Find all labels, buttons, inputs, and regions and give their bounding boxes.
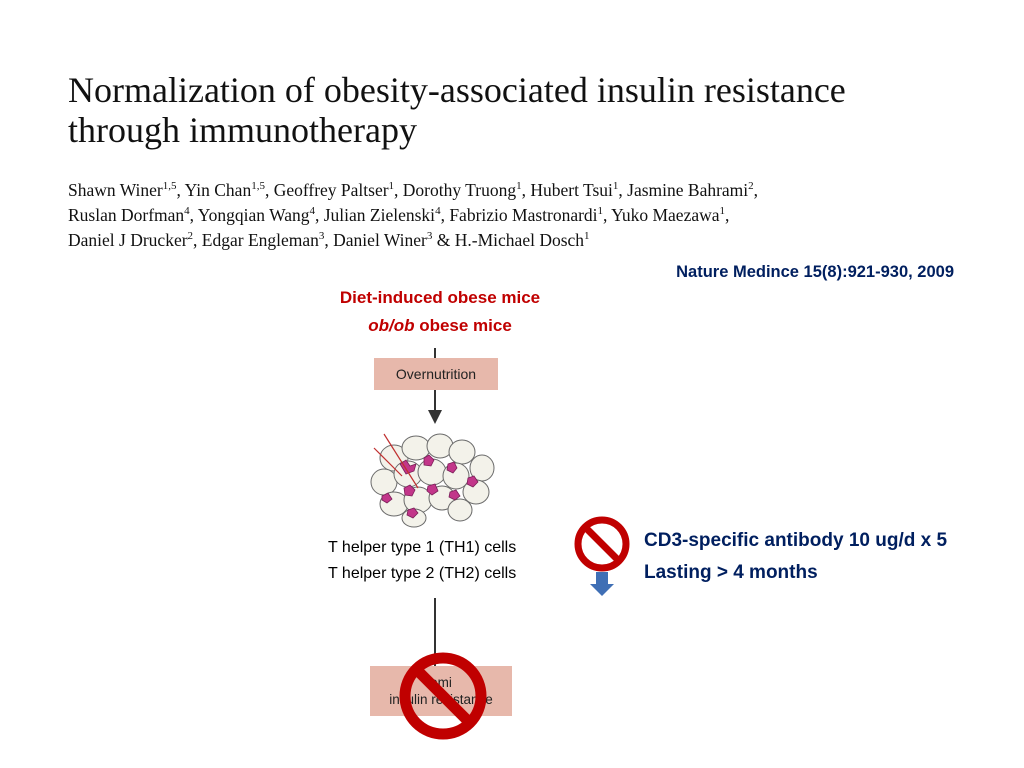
author-affiliation: 1 [719, 205, 726, 218]
paper-title: Normalization of obesity-associated insu… [68, 70, 988, 150]
author-separator: , [521, 180, 531, 200]
mouse-model-rest: obese mice [414, 316, 512, 335]
arrow-down-icon [428, 410, 442, 424]
author-separator: , [193, 230, 202, 250]
connector-middle [434, 390, 436, 412]
author-separator: , [324, 230, 334, 250]
mouse-model-italic: ob/ob [368, 316, 415, 335]
author-name: Julian Zielenski [323, 205, 436, 225]
author-separator: , [725, 205, 730, 225]
author-name: Yuko Maezawa [611, 205, 720, 225]
author-name: Yin Chan [184, 180, 252, 200]
author-separator: & [432, 230, 455, 250]
prohibition-sign-icon [399, 652, 487, 740]
author-separator: , [603, 205, 612, 225]
author-affiliation: 2 [187, 230, 194, 243]
author-name: Dorothy Truong [402, 180, 517, 200]
author-affiliation: 3 [426, 230, 433, 243]
down-arrow-icon [590, 572, 614, 596]
title-line-1: Normalization of obesity-associated insu… [68, 70, 846, 110]
mouse-model-line-1: Diet-induced obese mice [339, 288, 541, 307]
author-separator: , [176, 180, 185, 200]
connector-top [434, 348, 436, 358]
author-affiliation: 4 [309, 205, 316, 218]
author-separator: , [394, 180, 403, 200]
author-name: Daniel Winer [333, 230, 427, 250]
author-list: Shawn Winer1,5, Yin Chan1,5, Geoffrey Pa… [68, 178, 998, 253]
author-separator: , [315, 205, 324, 225]
author-name: H.-Michael Dosch [454, 230, 585, 250]
author-name: Shawn Winer [68, 180, 163, 200]
author-affiliation: 2 [748, 180, 754, 193]
author-affiliation: 1 [516, 180, 522, 193]
author-affiliation: 1,5 [162, 180, 177, 193]
author-name: Daniel J Drucker [68, 230, 188, 250]
treatment-line-2: Lasting > 4 months [644, 562, 818, 583]
treatment-line-1: CD3-specific antibody 10 ug/d x 5 [644, 530, 948, 551]
author-affiliation: 1,5 [251, 180, 265, 193]
th1-cells-label: T helper type 1 (TH1) cells [328, 539, 517, 556]
author-affiliation: 1 [388, 180, 395, 193]
author-separator: , [189, 205, 198, 225]
author-separator: , [618, 180, 628, 200]
author-separator: , [440, 205, 450, 225]
author-name: Geoffrey Paltser [273, 180, 389, 200]
author-name: Fabrizio Mastronardi [449, 205, 598, 225]
author-affiliation: 1 [597, 205, 604, 218]
connector-bottom [434, 598, 436, 666]
author-affiliation: 1 [612, 180, 619, 193]
citation: Nature Medince 15(8):921-930, 2009 [676, 263, 954, 281]
title-line-2: through immunotherapy [68, 110, 417, 150]
mouse-model-line-2: ob/ob obese mice [300, 316, 580, 336]
author-separator: , [753, 180, 759, 200]
author-affiliation: 1 [584, 230, 590, 243]
author-name: Edgar Engleman [201, 230, 319, 250]
adipose-tissue-illustration [370, 433, 495, 528]
author-affiliation: 3 [318, 230, 325, 243]
author-name: Hubert Tsui [530, 180, 613, 200]
th2-cells-label: T helper type 2 (TH2) cells [328, 565, 517, 582]
author-name: Yongqian Wang [197, 205, 310, 225]
overnutrition-box: Overnutrition [374, 358, 498, 390]
prohibition-sign-icon [574, 516, 630, 596]
author-name: Jasmine Bahrami [627, 180, 749, 200]
author-separator: , [264, 180, 274, 200]
author-affiliation: 4 [184, 205, 190, 218]
author-affiliation: 4 [435, 205, 441, 218]
author-name: Ruslan Dorfman [68, 205, 185, 225]
